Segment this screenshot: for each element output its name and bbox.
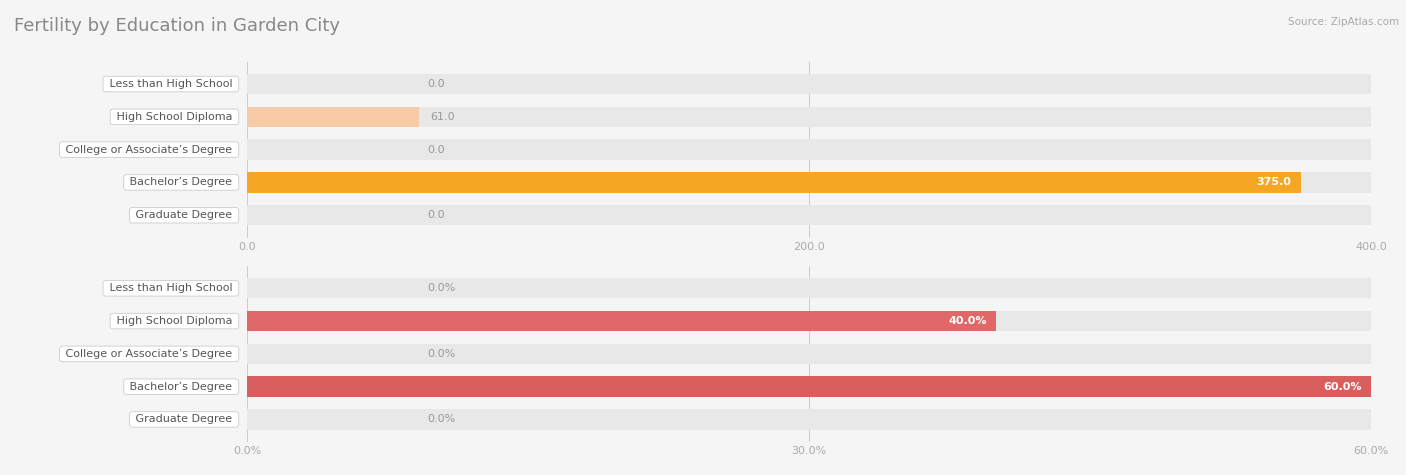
Text: High School Diploma: High School Diploma [112, 316, 236, 326]
Text: 0.0: 0.0 [427, 210, 444, 220]
Text: 375.0: 375.0 [1257, 178, 1292, 188]
Bar [247, 74, 1371, 94]
Text: Bachelor’s Degree: Bachelor’s Degree [127, 382, 236, 392]
Bar [247, 140, 1371, 160]
Text: Garden City: Garden City [233, 17, 340, 35]
Bar [247, 172, 1301, 192]
Bar [247, 311, 997, 331]
Bar [247, 377, 1371, 397]
Bar [247, 278, 1371, 298]
Text: Graduate Degree: Graduate Degree [132, 210, 236, 220]
Bar [247, 344, 1371, 364]
Text: 0.0%: 0.0% [427, 415, 456, 425]
Text: 0.0%: 0.0% [427, 349, 456, 359]
Text: College or Associate’s Degree: College or Associate’s Degree [62, 349, 236, 359]
Text: Fertility by Education in: Fertility by Education in [14, 17, 233, 35]
Bar [247, 205, 1371, 225]
Text: Less than High School: Less than High School [105, 283, 236, 293]
Bar [247, 377, 1371, 397]
Text: 40.0%: 40.0% [949, 316, 987, 326]
Text: College or Associate’s Degree: College or Associate’s Degree [62, 144, 236, 155]
Text: Bachelor’s Degree: Bachelor’s Degree [127, 178, 236, 188]
Bar [247, 107, 1371, 127]
Text: 60.0%: 60.0% [1323, 382, 1362, 392]
Bar [247, 172, 1371, 192]
Bar [247, 311, 1371, 331]
Text: High School Diploma: High School Diploma [112, 112, 236, 122]
Text: Less than High School: Less than High School [105, 79, 236, 89]
Text: Source: ZipAtlas.com: Source: ZipAtlas.com [1288, 17, 1399, 27]
Bar [247, 107, 419, 127]
Text: 0.0: 0.0 [427, 79, 444, 89]
Text: 0.0: 0.0 [427, 144, 444, 155]
Text: 0.0%: 0.0% [427, 283, 456, 293]
Bar [247, 409, 1371, 429]
Text: Graduate Degree: Graduate Degree [132, 415, 236, 425]
Text: 61.0: 61.0 [430, 112, 454, 122]
